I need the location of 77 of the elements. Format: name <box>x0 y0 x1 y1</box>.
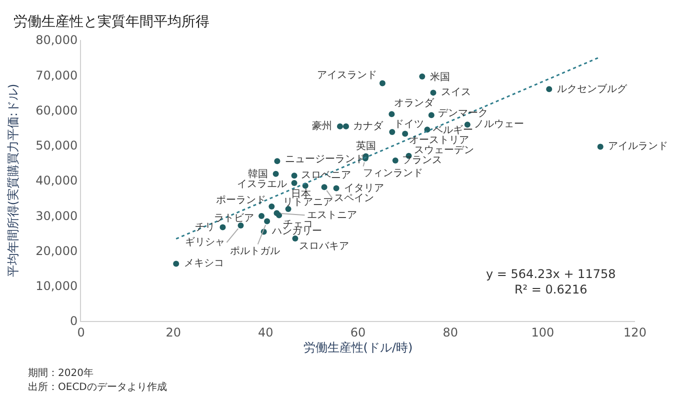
text: 期間：2020年 <box>28 367 94 379</box>
y-tick-label: 30,000 <box>36 208 78 223</box>
point <box>268 203 275 210</box>
data-label: イタリア <box>344 183 384 194</box>
data-label: スウェーデン <box>414 145 474 156</box>
y-tick-label: 50,000 <box>36 138 78 153</box>
point <box>274 158 280 164</box>
point <box>388 111 395 118</box>
x-axis-title: 労働生産性(ドル/時) <box>303 340 413 354</box>
data-label: ノルウェー <box>474 119 524 130</box>
data-label: メキシコ <box>184 258 224 269</box>
data-label: スペイン <box>334 193 374 204</box>
point <box>291 172 298 179</box>
point <box>464 122 470 128</box>
point <box>220 224 226 230</box>
data-label: ギリシャ <box>185 236 225 248</box>
point <box>597 144 604 150</box>
data-label: リトアニア <box>283 197 333 208</box>
point <box>402 130 408 137</box>
annotation: y = 564.23x + 11758 R² = 0.6216 <box>486 267 616 297</box>
point <box>258 212 265 219</box>
point <box>264 218 270 224</box>
data-label: 韓国 <box>248 168 268 180</box>
data-label: アイルランド <box>608 141 668 152</box>
point <box>379 80 386 86</box>
data-label: ルクセンブルグ <box>557 83 628 95</box>
y-tick-label: 10,000 <box>36 279 78 294</box>
data-label: オランダ <box>394 97 435 109</box>
x-tick-label: 80 <box>442 325 458 340</box>
data-label: デンマーク <box>438 108 488 119</box>
point <box>419 74 426 80</box>
data-label: カナダ <box>353 120 384 132</box>
data-label: ポーランド <box>216 195 266 206</box>
data-label: ポルトガル <box>230 246 280 257</box>
data-label: フランス <box>402 155 442 166</box>
point <box>292 235 298 242</box>
x-tick-label: 120 <box>624 325 646 340</box>
y-axis-title: 平均年間所得(実質購買力平価:ドル) <box>6 84 20 278</box>
data-label: 英国 <box>356 140 376 152</box>
point <box>428 112 434 118</box>
data-label: イスラエル <box>237 179 287 190</box>
chart-title: 労働生産性と実質年間平均所得 <box>14 14 210 30</box>
y-tick-label: 70,000 <box>36 68 78 82</box>
text: 出所：OECDのデータより作成 <box>28 381 167 393</box>
y-tick-label: 40,000 <box>36 174 78 188</box>
point <box>389 129 396 136</box>
data-label: 豪州 <box>312 120 332 132</box>
y-tick-label: 20,000 <box>36 244 78 258</box>
data-label: ドイツ <box>394 119 424 130</box>
point <box>276 212 282 218</box>
point <box>430 90 436 96</box>
data-label: スロバキア <box>299 241 349 252</box>
y-tick-label: 0 <box>70 314 78 328</box>
data-label: 米国 <box>430 71 450 83</box>
point <box>337 123 343 130</box>
data-label: ベルギー <box>433 124 473 136</box>
point <box>291 180 298 186</box>
point <box>546 86 552 92</box>
point <box>272 170 279 177</box>
point <box>333 185 340 192</box>
data-label: チリ <box>195 222 215 233</box>
data-label: アイスランド <box>317 70 377 81</box>
x-tick-label: 40 <box>258 325 274 340</box>
point <box>321 184 328 190</box>
point <box>392 157 398 164</box>
data-label: オーストリア <box>409 135 469 146</box>
y-tick-label: 60,000 <box>36 103 78 118</box>
data-label: エストニア <box>307 210 357 221</box>
x-tick-label: 20 <box>166 325 181 340</box>
y-tick-label: 80,000 <box>36 33 78 48</box>
data-label: フィンランド <box>363 168 423 179</box>
x-tick-label: 60 <box>350 325 366 340</box>
x-tick-label: 100 <box>531 325 554 340</box>
data-label: スイス <box>441 87 471 98</box>
point <box>343 123 349 130</box>
point <box>173 260 180 267</box>
point <box>238 222 244 228</box>
